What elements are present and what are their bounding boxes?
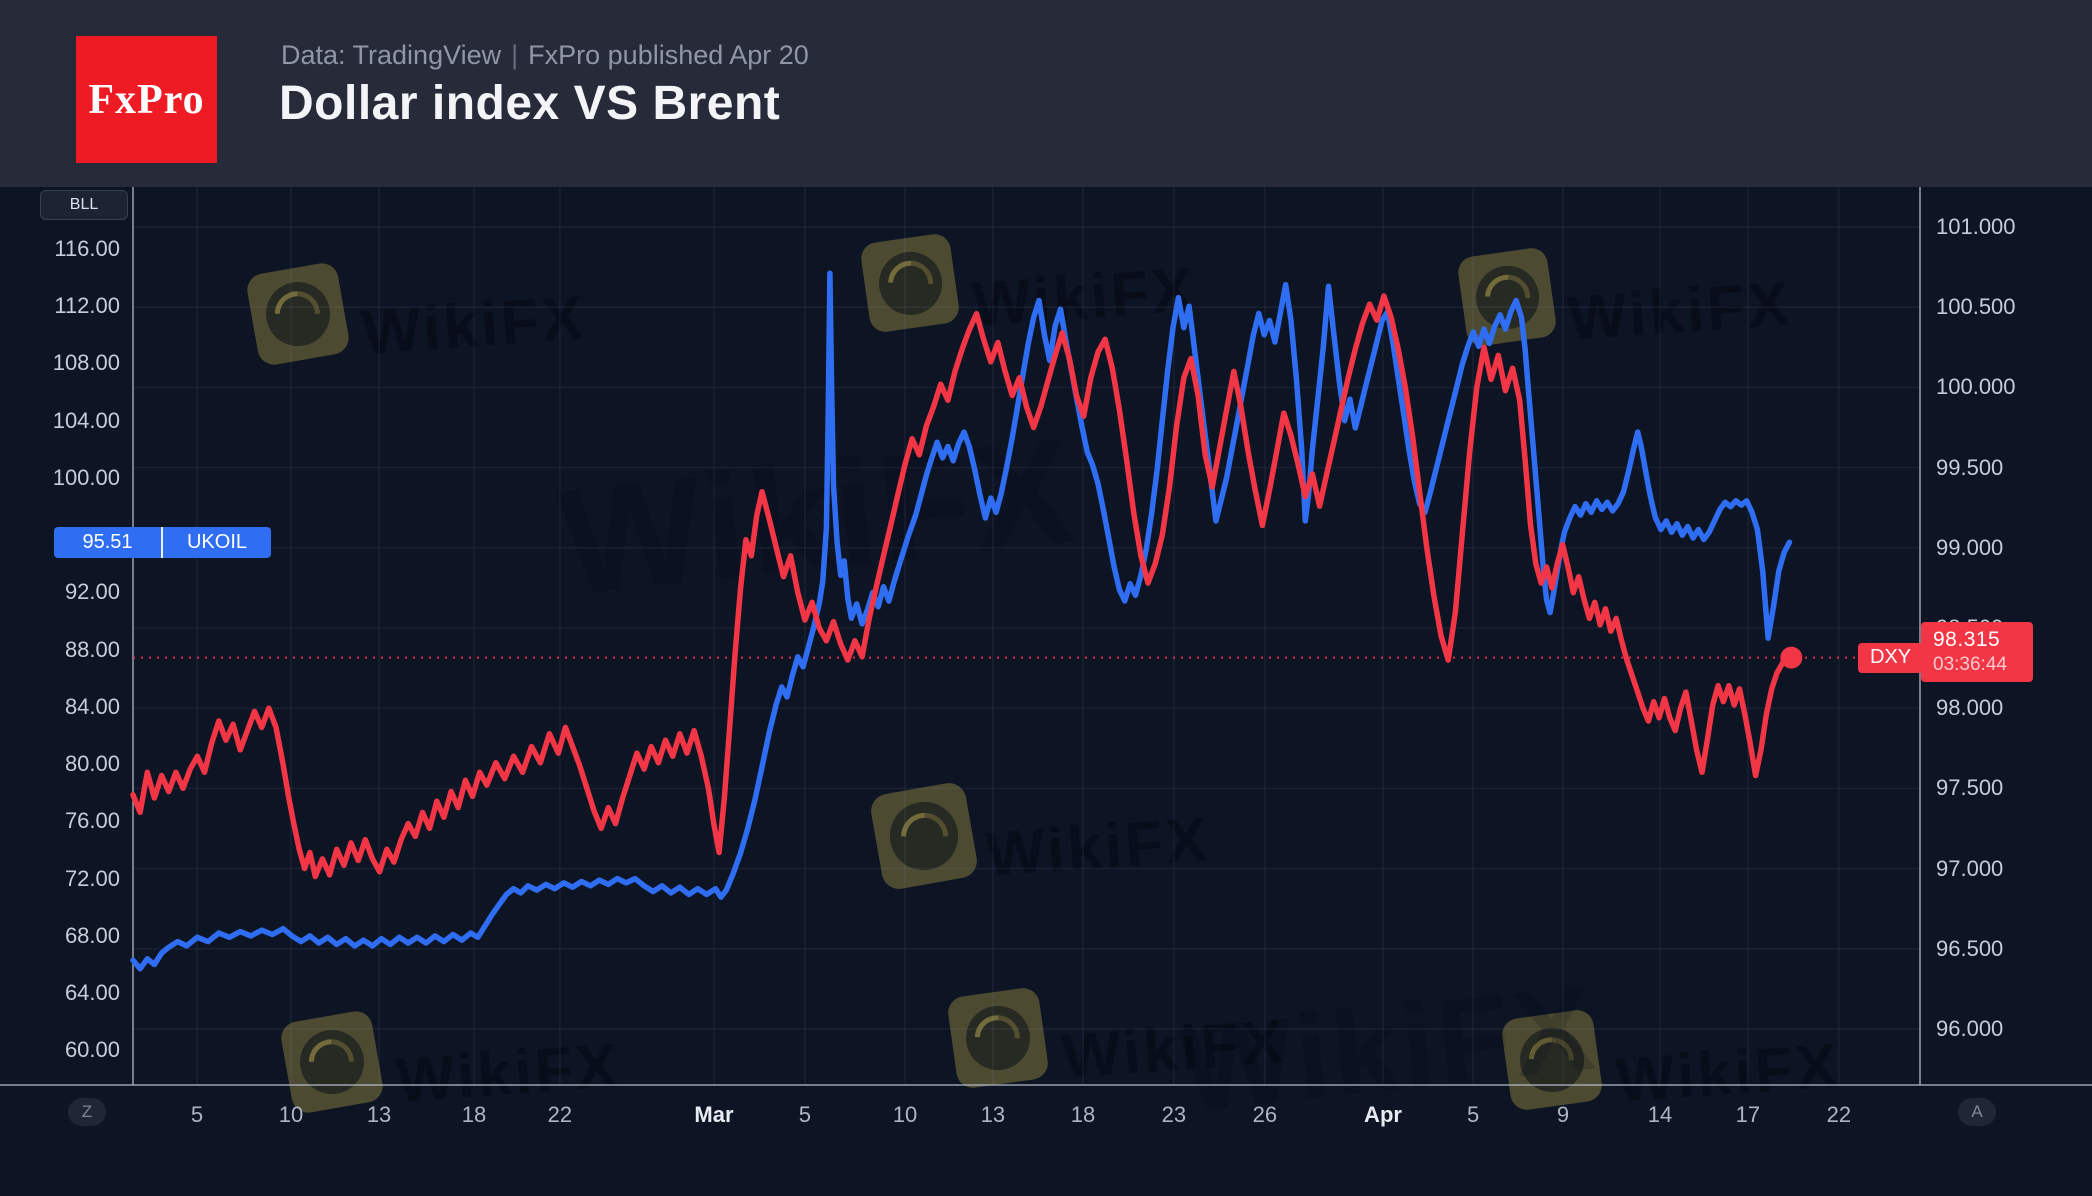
time-axis-tick: 22 <box>547 1102 573 1127</box>
time-axis-tick: 13 <box>366 1102 392 1127</box>
dxy-last-price-dot <box>1780 646 1803 669</box>
ukoil-symbol-label: UKOIL <box>163 526 271 558</box>
right-axis-tick: 97.000 <box>1936 855 2004 881</box>
time-axis-tick: Mar <box>694 1102 734 1127</box>
right-axis-tick: 101.000 <box>1936 214 2016 240</box>
right-axis-tick: 98.000 <box>1936 695 2004 721</box>
time-axis-tick: 13 <box>980 1102 1006 1127</box>
dxy-price-badge[interactable]: 98.315 03:36:44 <box>1921 621 2033 682</box>
time-axis-tick: Apr <box>1364 1102 1402 1127</box>
header-bar: FxPro Data: TradingView | FxPro published … <box>0 0 2092 187</box>
right-axis-tick: 96.000 <box>1936 1015 2004 1041</box>
time-axis-tick: 18 <box>1070 1102 1096 1127</box>
scroll-right-button[interactable]: A <box>1958 1098 1996 1126</box>
right-axis-tick: 100.000 <box>1936 374 2016 400</box>
time-axis-tick: 5 <box>798 1102 812 1127</box>
left-axis-tick: 72.00 <box>64 865 120 891</box>
left-axis-unit-badge[interactable]: BLL <box>40 190 128 220</box>
time-axis-tick: 9 <box>1556 1102 1570 1127</box>
dxy-symbol-badge[interactable]: DXY <box>1858 642 1924 673</box>
left-axis-tick: 100.00 <box>52 464 120 490</box>
left-axis-tick: 60.00 <box>64 1037 120 1063</box>
time-axis-tick: 5 <box>190 1102 204 1127</box>
right-axis-tick: 99.000 <box>1936 534 2004 560</box>
right-axis-tick: 99.500 <box>1936 454 2004 480</box>
left-axis-tick: 92.00 <box>64 579 120 605</box>
left-axis-tick: 64.00 <box>64 980 120 1006</box>
subtitle-separator: | <box>511 40 519 70</box>
time-axis-tick: 23 <box>1161 1102 1187 1127</box>
dxy-last-price: 98.315 <box>1933 627 2001 651</box>
left-axis-tick: 76.00 <box>64 808 120 834</box>
ukoil-price-badge[interactable]: 95.51 UKOIL <box>54 526 271 558</box>
left-axis-tick: 108.00 <box>52 350 120 376</box>
time-axis-tick: 14 <box>1647 1102 1673 1127</box>
dxy-line-series[interactable] <box>130 293 1795 880</box>
time-axis-tick: 10 <box>892 1102 918 1127</box>
time-axis-tick: 10 <box>278 1102 304 1127</box>
right-axis-tick: 96.500 <box>1936 935 2004 961</box>
time-axis-tick: 17 <box>1735 1102 1761 1127</box>
left-axis-tick: 88.00 <box>64 636 120 662</box>
left-axis-tick: 104.00 <box>52 407 120 433</box>
left-axis-tick: 80.00 <box>64 751 120 777</box>
left-axis-tick: 116.00 <box>54 235 120 261</box>
data-source-label: Data: TradingView <box>281 40 502 70</box>
fxpro-logo: FxPro <box>76 36 217 163</box>
left-axis-tick: 112.00 <box>54 293 120 319</box>
scroll-left-button[interactable]: Z <box>68 1098 106 1126</box>
time-axis-tick: 5 <box>1466 1102 1480 1127</box>
right-axis-tick: 100.500 <box>1936 294 2016 320</box>
page-title: Dollar index VS Brent <box>279 77 781 130</box>
ukoil-last-price: 95.51 <box>54 526 163 558</box>
right-axis-tick: 97.500 <box>1936 775 2004 801</box>
time-axis-tick: 26 <box>1252 1102 1278 1127</box>
fxpro-logo-text: FxPro <box>88 76 205 123</box>
left-axis-tick: 68.00 <box>64 922 120 948</box>
left-axis-tick: 84.00 <box>64 693 120 719</box>
time-axis-tick: 18 <box>461 1102 487 1127</box>
published-label: FxPro published Apr 20 <box>528 40 809 70</box>
time-axis-tick: 22 <box>1826 1102 1852 1127</box>
dxy-countdown-timer: 03:36:44 <box>1933 653 2007 675</box>
subtitle: Data: TradingView | FxPro published Apr 20 <box>281 40 809 71</box>
